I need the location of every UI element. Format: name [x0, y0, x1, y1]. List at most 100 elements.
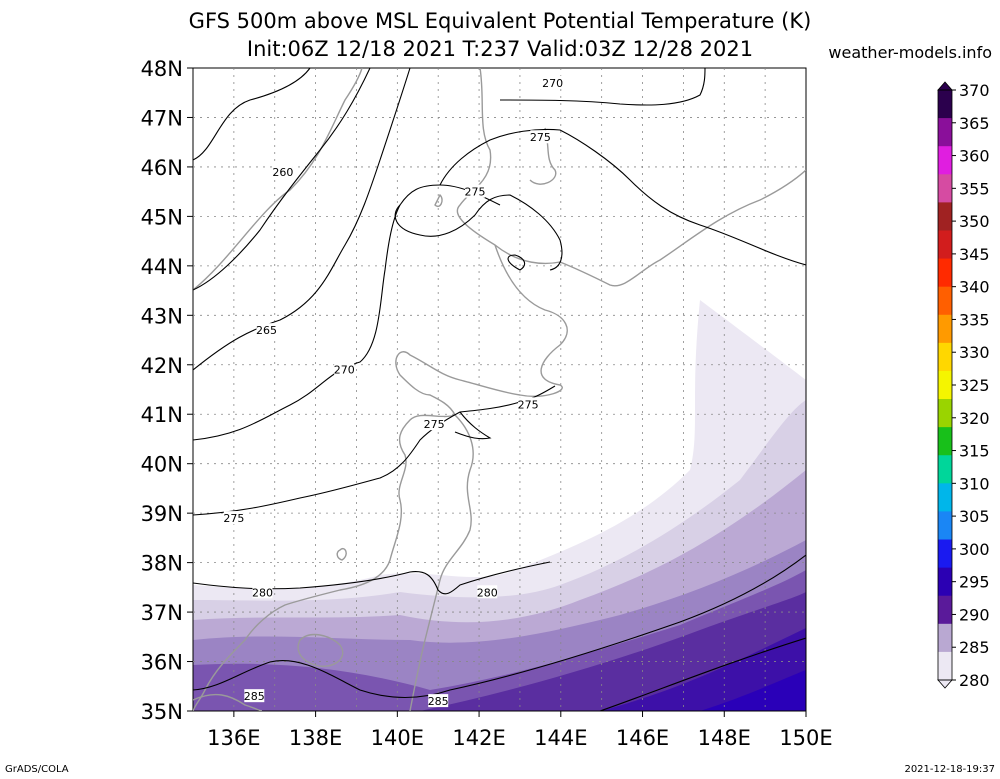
colorbar-swatch: [938, 455, 952, 484]
colorbar-label: 370: [959, 81, 990, 100]
lon-label: 148E: [698, 726, 751, 750]
contour-label-bg: [477, 585, 498, 599]
contour-label-bg: [464, 184, 485, 198]
lat-label: 43N: [141, 304, 183, 328]
colorbar-label: 320: [959, 409, 990, 428]
contour-label: 280: [252, 586, 273, 599]
colorbar-label: 335: [959, 310, 990, 329]
contour-label-bg: [530, 130, 551, 144]
colorbar-bottom-arrow: [937, 679, 953, 689]
colorbar-label: 285: [959, 638, 990, 657]
colorbar-label: 300: [959, 540, 990, 559]
contour-label-bg: [542, 75, 563, 89]
credit-text: weather-models.info: [828, 43, 992, 62]
contour-label: 270: [334, 364, 355, 377]
shaded-field: [193, 300, 806, 711]
contour-label: 265: [256, 324, 277, 337]
lat-label: 44N: [141, 255, 183, 279]
lon-label: 140E: [371, 726, 424, 750]
contour-label: 285: [428, 695, 449, 708]
contour-label-bg: [256, 323, 277, 337]
latitude-labels: 48N 47N 46N 45N 44N 43N 42N 41N 40N 39N 38N 37N 36N 3…: [141, 57, 193, 724]
colorbar-label: 280: [959, 671, 990, 690]
lat-label: 39N: [141, 502, 183, 526]
contour-label-bg: [428, 694, 449, 708]
contour-label-bg: [244, 689, 265, 703]
footer-right: 2021-12-18-19:37: [904, 764, 995, 775]
colorbar-swatch: [938, 258, 952, 288]
colorbar-swatch: [938, 623, 952, 653]
colorbar-label: 355: [959, 179, 990, 198]
colorbar-swatch: [938, 90, 952, 119]
colorbar-swatch: [938, 595, 952, 625]
colorbar-label: 340: [959, 278, 990, 297]
lat-label: 48N: [141, 57, 183, 81]
colorbar-label: 330: [959, 343, 990, 362]
lat-label: 40N: [141, 453, 183, 477]
colorbar-swatch: [938, 146, 952, 175]
contour-label-bg: [334, 362, 355, 376]
lat-label: 42N: [141, 354, 183, 378]
lat-label: 41N: [141, 403, 183, 427]
contour-label: 280: [477, 586, 498, 599]
colorbar-swatch: [938, 399, 952, 428]
contour-label-bg: [223, 511, 244, 525]
colorbar-swatch: [938, 427, 952, 456]
contour-label-bg: [252, 585, 273, 599]
colorbar-swatch: [938, 567, 952, 597]
contour-label-bg: [424, 417, 445, 431]
lon-label: 142E: [452, 726, 505, 750]
lat-label: 47N: [141, 106, 183, 130]
map-title: GFS 500m above MSL Equivalent Potential …: [188, 9, 812, 33]
colorbar-label: 325: [959, 376, 990, 395]
lon-label: 150E: [779, 726, 832, 750]
map-subtitle: Init:06Z 12/18 2021 T:237 Valid:03Z 12/2…: [246, 37, 754, 61]
colorbar-swatch: [938, 230, 952, 260]
colorbar-label: 365: [959, 114, 990, 133]
colorbar-label: 315: [959, 442, 990, 461]
contour-label: 275: [424, 418, 445, 431]
lat-label: 37N: [141, 601, 183, 625]
colorbar-label: 345: [959, 245, 990, 264]
colorbar-swatch: [938, 539, 952, 569]
colorbar-swatch: [938, 202, 952, 231]
contour-label: 275: [518, 398, 539, 411]
lon-label: 144E: [534, 726, 587, 750]
lat-label: 46N: [141, 156, 183, 180]
lat-label: 36N: [141, 651, 183, 675]
contour-label-bg: [272, 164, 293, 178]
contour-label: 260: [272, 166, 293, 179]
lon-label: 146E: [616, 726, 669, 750]
colorbar-swatch: [938, 483, 952, 512]
colorbar-swatch: [938, 286, 952, 316]
contour-label: 275: [530, 131, 551, 144]
contour-label: 270: [542, 77, 563, 90]
colorbar-label: 360: [959, 147, 990, 166]
colorbar-label: 350: [959, 212, 990, 231]
lon-label: 138E: [289, 726, 342, 750]
footer-left: GrADS/COLA: [5, 764, 69, 775]
lat-label: 35N: [141, 700, 183, 724]
lat-label: 45N: [141, 205, 183, 229]
colorbar-swatch: [938, 118, 952, 147]
colorbar-swatch: [938, 651, 952, 681]
lat-label: 38N: [141, 552, 183, 576]
contour-labels: 270 275 260 275 265 270 275 275 275 280 280 285 285: [223, 75, 563, 708]
colorbar: 370 365 360 355 350 345 340 335 330 325 320 315 310 3…: [937, 81, 990, 690]
contour-lines: [193, 68, 806, 711]
colorbar-swatch: [938, 174, 952, 203]
plot-frame: [192, 67, 807, 712]
colorbar-swatch: [938, 342, 952, 372]
colorbar-label: 290: [959, 605, 990, 624]
coastlines: [193, 68, 806, 711]
colorbar-swatch: [938, 314, 952, 344]
contour-label: 275: [223, 512, 244, 525]
colorbar-label: 305: [959, 507, 990, 526]
lon-label: 136E: [207, 726, 260, 750]
contour-label: 275: [464, 186, 485, 199]
longitude-labels: 136E 138E 140E 142E 144E 146E 148E 150E: [207, 711, 833, 750]
colorbar-swatch: [938, 511, 952, 541]
colorbar-swatch: [938, 370, 952, 400]
contour-label-bg: [518, 397, 539, 411]
